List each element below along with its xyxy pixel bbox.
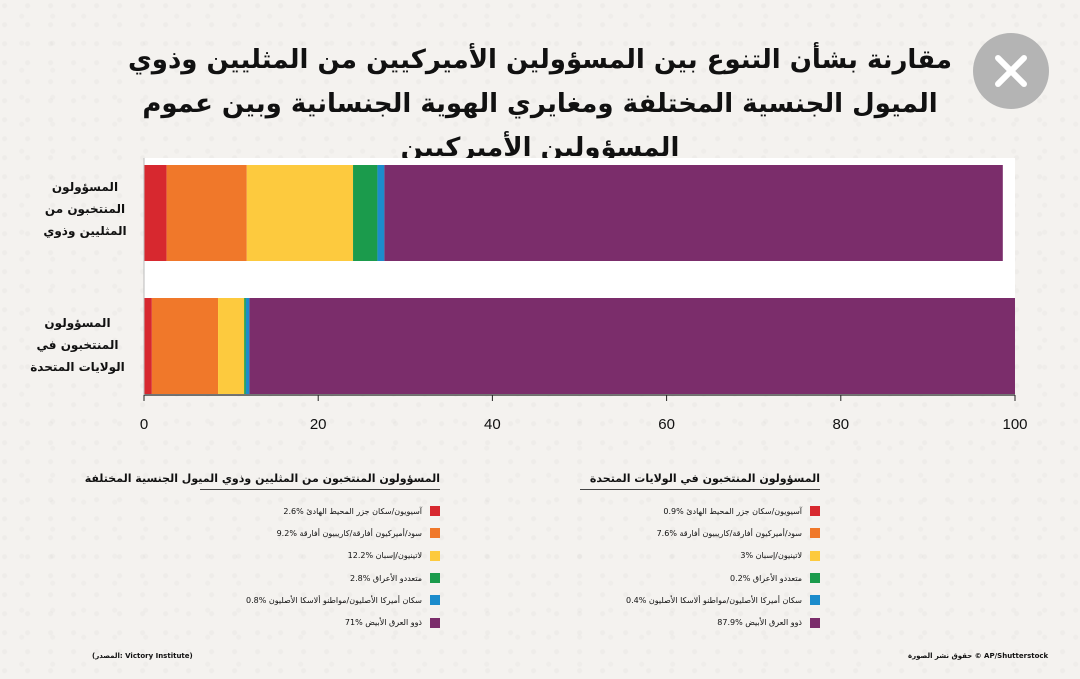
photo-credit: حقوق نشر الصورة © AP/Shutterstock bbox=[908, 652, 1049, 660]
x-tick-label: 60 bbox=[658, 416, 675, 433]
legend-label: سكان أميركا الأصليون/مواطنو ألاسكا الأصل… bbox=[246, 595, 422, 605]
bar-segment bbox=[246, 165, 354, 261]
bar-segment bbox=[245, 298, 250, 394]
legend-swatch bbox=[810, 506, 820, 517]
legend-item: آسيويون/سكان جزر المحيط الهادئ %0.9 bbox=[580, 500, 820, 522]
close-button[interactable] bbox=[973, 33, 1049, 109]
legend-label: ذوو العرق الأبيض %71 bbox=[344, 618, 422, 628]
legend-title: المسؤولون المنتخبون في الولايات المتحدة bbox=[580, 472, 820, 490]
legend-item: سود/أميركيون أفارقة/كاريبيون أفارقة %7.6 bbox=[580, 522, 820, 544]
legend-swatch bbox=[430, 528, 440, 539]
bar-segment bbox=[151, 298, 219, 394]
source-credit: (المصدر: Victory Institute) bbox=[92, 652, 193, 660]
x-tick-label: 0 bbox=[140, 416, 148, 433]
x-tick-label: 80 bbox=[832, 416, 849, 433]
category-label-us-officials: المسؤولون المنتخبون في الولايات المتحدة bbox=[30, 316, 125, 374]
legend-label: سود/أميركيون أفارقة/كاريبيون أفارقة %9.2 bbox=[276, 528, 422, 538]
legend-swatch bbox=[810, 595, 820, 606]
bar-segment bbox=[144, 165, 167, 261]
legend-swatch bbox=[810, 617, 820, 628]
legend-label: آسيويون/سكان جزر المحيط الهادئ %0.9 bbox=[663, 506, 802, 516]
x-tick-label: 40 bbox=[484, 416, 501, 433]
bar-segment bbox=[166, 165, 247, 261]
legend-item: سود/أميركيون أفارقة/كاريبيون أفارقة %9.2 bbox=[200, 522, 440, 544]
bar-segment bbox=[377, 165, 385, 261]
legend-item: لاتينيون/إسبان %12.2 bbox=[200, 545, 440, 567]
legend-swatch bbox=[810, 550, 820, 561]
legend-us-officials: المسؤولون المنتخبون في الولايات المتحدة … bbox=[580, 472, 820, 634]
bar-segment bbox=[244, 298, 246, 394]
bar-segment bbox=[249, 298, 1016, 394]
bar-segment bbox=[384, 165, 1003, 261]
legend-label: متعددو الأعراق %2.8 bbox=[349, 573, 422, 583]
legend-title: المسؤولون المنتخبون من المثليين وذوي الم… bbox=[85, 472, 440, 490]
legend-swatch bbox=[430, 506, 440, 517]
legend-item: ذوو العرق الأبيض %87.9 bbox=[580, 611, 820, 633]
legend-item: متعددو الأعراق %0.2 bbox=[580, 567, 820, 589]
x-tick-label: 20 bbox=[310, 416, 327, 433]
bar-segment bbox=[144, 298, 152, 394]
legend-item: آسيويون/سكان جزر المحيط الهادئ %2.6 bbox=[200, 500, 440, 522]
legend-swatch bbox=[430, 573, 440, 584]
legend-label: سود/أميركيون أفارقة/كاريبيون أفارقة %7.6 bbox=[656, 528, 802, 538]
legend-label: ذوو العرق الأبيض %87.9 bbox=[717, 618, 802, 628]
legend-lgbtq-officials: المسؤولون المنتخبون من المثليين وذوي الم… bbox=[85, 472, 440, 634]
legend-item: سكان أميركا الأصليون/مواطنو ألاسكا الأصل… bbox=[200, 589, 440, 611]
bar-segment bbox=[218, 298, 245, 394]
legend-swatch bbox=[430, 595, 440, 606]
close-icon bbox=[995, 55, 1027, 87]
legend-item: ذوو العرق الأبيض %71 bbox=[200, 611, 440, 633]
legend-item: لاتينيون/إسبان %3 bbox=[580, 545, 820, 567]
legend-label: متعددو الأعراق %0.2 bbox=[729, 573, 802, 583]
legend-label: لاتينيون/إسبان %12.2 bbox=[347, 551, 422, 561]
x-tick-label: 100 bbox=[1002, 416, 1027, 433]
legend-item: سكان أميركا الأصليون/مواطنو ألاسكا الأصل… bbox=[580, 589, 820, 611]
bar-segment bbox=[353, 165, 378, 261]
legend-swatch bbox=[430, 550, 440, 561]
category-label-lgbtq-officials: المسؤولون المنتخبون من المثليين وذوي bbox=[43, 180, 127, 238]
legend-item: متعددو الأعراق %2.8 bbox=[200, 567, 440, 589]
legend-label: سكان أميركا الأصليون/مواطنو ألاسكا الأصل… bbox=[626, 595, 802, 605]
legend-swatch bbox=[430, 617, 440, 628]
legend-label: لاتينيون/إسبان %3 bbox=[740, 551, 802, 561]
legend-label: آسيويون/سكان جزر المحيط الهادئ %2.6 bbox=[283, 506, 422, 516]
legend-swatch bbox=[810, 528, 820, 539]
legend-swatch bbox=[810, 573, 820, 584]
